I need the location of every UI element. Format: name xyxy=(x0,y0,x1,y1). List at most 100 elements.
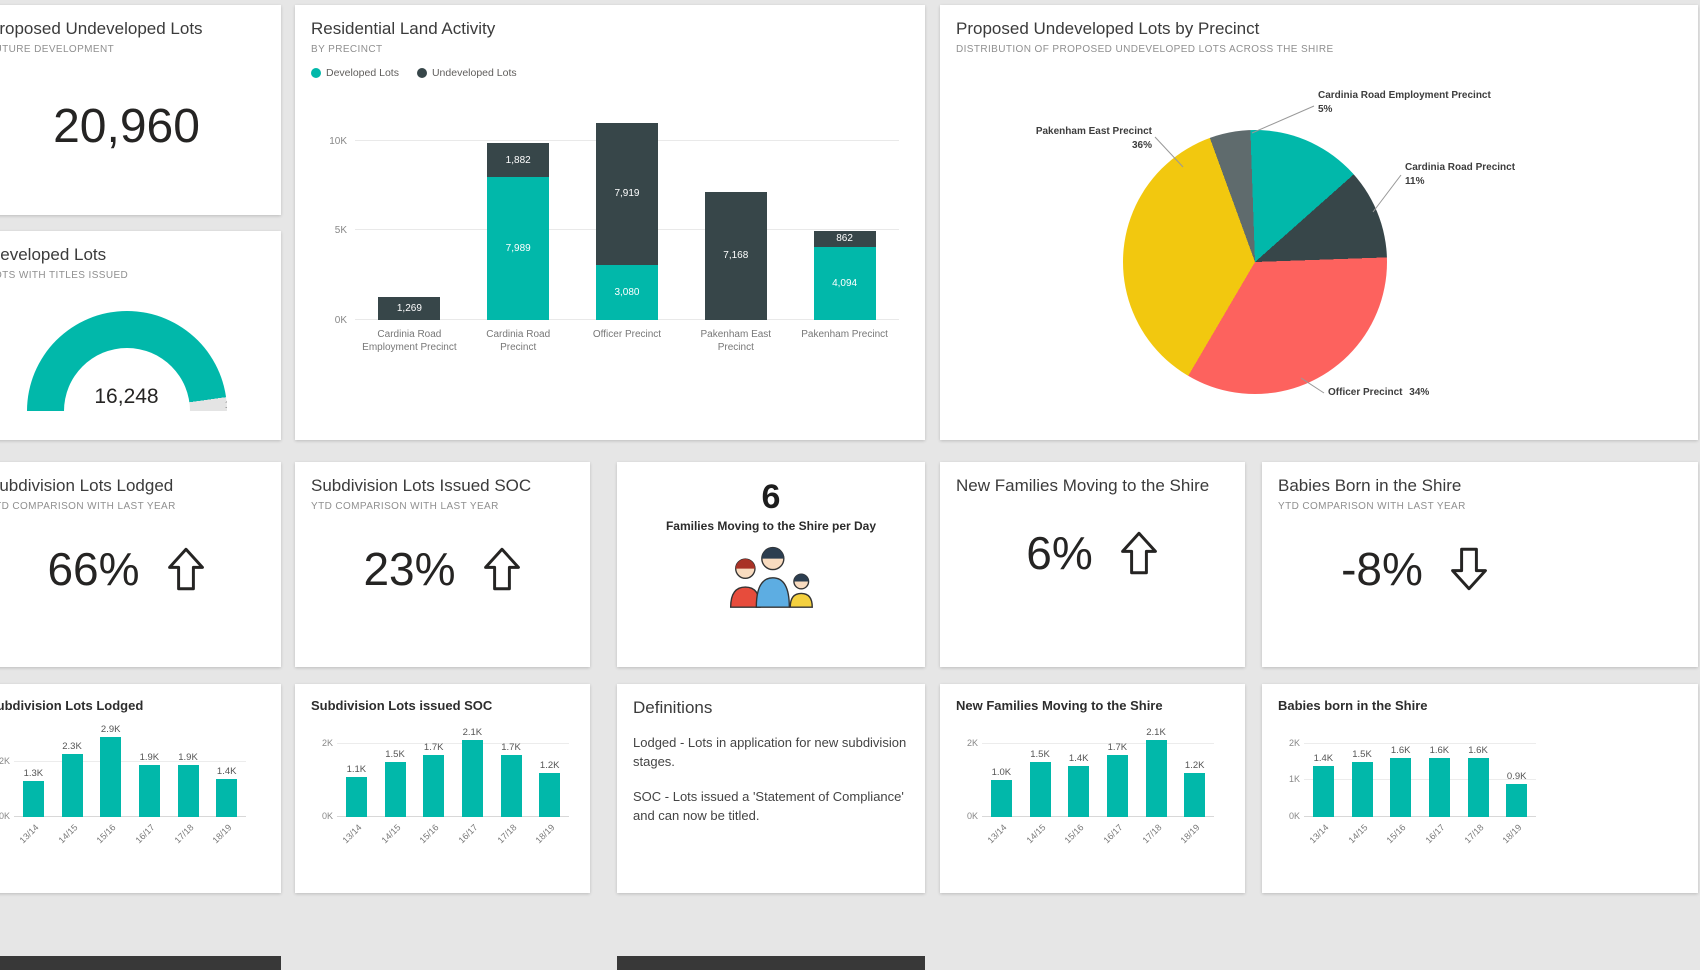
pie-callout-pakenham-east: Pakenham East Precinct 36% xyxy=(970,125,1152,153)
stacked-bar[interactable]: 862 4,094 xyxy=(813,231,876,320)
x-axis-tick: 15/16 xyxy=(94,822,118,846)
legend-item-undeveloped[interactable]: Undeveloped Lots xyxy=(416,67,517,79)
bar[interactable] xyxy=(1428,758,1450,817)
bar-value-label: 1.6K xyxy=(1429,745,1450,757)
y-axis-label: 1K xyxy=(1288,774,1300,785)
x-axis-labels: Cardinia Road Employment Precinct Cardini… xyxy=(355,328,899,354)
bar-segment[interactable]: 862 xyxy=(813,231,876,247)
gridline xyxy=(337,742,569,744)
bar[interactable] xyxy=(1390,758,1412,817)
x-axis-label: Pakenham Precinct xyxy=(801,329,888,340)
bar-value-label: 2.1K xyxy=(1146,727,1166,738)
callout-percent: 36% xyxy=(1131,140,1152,151)
x-axis-tick: 13/14 xyxy=(340,822,364,846)
card-chart-lots-issued-soc[interactable]: Subdivision Lots issued SOC 0K 2K 1.1K 1.5K… xyxy=(295,684,590,893)
card-definitions[interactable]: Definitions Lodged - Lots in application… xyxy=(617,684,925,893)
gridline xyxy=(14,761,246,762)
bar[interactable] xyxy=(1145,740,1167,817)
x-axis-tick: 15/16 xyxy=(1384,822,1408,846)
bar-value-label: 1.5K xyxy=(1030,749,1050,760)
stacked-bar[interactable]: 1,882 7,989 xyxy=(487,143,550,320)
bar[interactable] xyxy=(177,764,199,817)
bar[interactable] xyxy=(539,773,561,817)
bar[interactable] xyxy=(1467,758,1489,817)
bar[interactable] xyxy=(138,764,160,817)
card-chart-new-families[interactable]: New Families Moving to the Shire 0K 2K 1.0… xyxy=(940,684,1245,893)
x-axis-label: 17/18 xyxy=(1459,822,1498,849)
bar-slot: 1.6K xyxy=(1420,745,1459,817)
definition-lodged: Lodged - Lots in application for new sub… xyxy=(633,735,907,769)
bar-segment[interactable]: 1,882 xyxy=(487,143,550,177)
card-developed-lots[interactable]: Developed Lots LOTS WITH TITLES ISSUED 1… xyxy=(0,231,281,440)
x-axis-label: 14/15 xyxy=(53,822,92,849)
card-chart-lots-lodged[interactable]: Subdivision Lots Lodged 0K 2K 1.3K 2.3K 2.9K… xyxy=(0,684,281,893)
bar[interactable] xyxy=(1312,765,1334,817)
y-axis-label: 0K xyxy=(321,811,333,821)
x-axis-label: Officer Precinct xyxy=(592,329,662,340)
callout-percent: 5% xyxy=(1318,104,1333,115)
chart-title: Babies born in the Shire xyxy=(1278,698,1428,713)
bar-segment[interactable]: 3,080 xyxy=(595,264,658,320)
gauge-chart[interactable]: 16,248 17K xyxy=(26,311,227,411)
bar-slot: 1.9K xyxy=(130,752,169,817)
bar[interactable] xyxy=(1068,765,1090,817)
stacked-bar[interactable]: 7,919 3,080 xyxy=(595,122,658,320)
card-subtitle: YTD COMPARISON WITH LAST YEAR xyxy=(0,501,176,512)
bar[interactable] xyxy=(1506,784,1528,817)
bar-segment[interactable]: 7,989 xyxy=(487,176,550,320)
callout-label: Cardinia Road Employment Precinct xyxy=(1318,90,1491,101)
x-axis-label: Cardinia Road Employment Precinct xyxy=(362,329,457,353)
bar[interactable] xyxy=(990,780,1012,817)
bar[interactable] xyxy=(461,740,483,817)
bar[interactable] xyxy=(345,776,367,817)
legend-item-developed[interactable]: Developed Lots xyxy=(311,67,399,79)
bar-segment[interactable]: 4,094 xyxy=(813,246,876,320)
legend-label: Undeveloped Lots xyxy=(431,67,517,79)
card-chart-babies-born[interactable]: Babies born in the Shire 0K 1K 2K 1.4K 1.5K 1… xyxy=(1262,684,1698,893)
bar-chart: 0K 2K 1.0K 1.5K 1.4K 1.7K 2.1K 1.2K xyxy=(967,727,1214,821)
bar[interactable] xyxy=(1029,762,1051,817)
bar[interactable] xyxy=(384,762,406,817)
card-kpi-new-families[interactable]: New Families Moving to the Shire 6% xyxy=(940,462,1245,667)
pie-chart[interactable] xyxy=(1123,130,1387,394)
kpi-value: 66% xyxy=(47,543,140,595)
x-axis-labels: 13/14 14/15 15/16 16/17 17/18 18/19 xyxy=(1304,822,1536,849)
card-kpi-lots-lodged[interactable]: Subdivision Lots Lodged YTD COMPARISON W… xyxy=(0,462,281,667)
bar-chart: 0K 2K 1.1K 1.5K 1.7K 2.1K 1.7K 1.2K xyxy=(322,727,569,821)
x-axis-tick: 16/17 xyxy=(133,822,157,846)
bar[interactable] xyxy=(61,753,83,817)
card-proposed-undeveloped-lots[interactable]: Proposed Undeveloped Lots FUTURE DEVELOP… xyxy=(0,5,281,215)
stacked-bar[interactable]: 7,168 xyxy=(704,191,767,320)
x-axis-tick: 14/15 xyxy=(56,822,80,846)
bar-slot: 2.3K xyxy=(53,741,92,817)
bar-slot: 1.5K xyxy=(1343,749,1382,817)
callout-label: Officer Precinct xyxy=(1328,387,1403,398)
bar[interactable] xyxy=(1184,773,1206,817)
card-kpi-lots-issued-soc[interactable]: Subdivision Lots Issued SOC YTD COMPARIS… xyxy=(295,462,590,667)
bar[interactable] xyxy=(100,737,122,817)
bar[interactable] xyxy=(1106,754,1128,817)
card-residential-land-activity[interactable]: Residential Land Activity BY PRECINCT De… xyxy=(295,5,925,440)
card-undeveloped-lots-by-precinct[interactable]: Proposed Undeveloped Lots by Precinct DI… xyxy=(940,5,1698,440)
bar[interactable] xyxy=(22,781,44,817)
definitions-body: Lodged - Lots in application for new sub… xyxy=(633,734,909,825)
definition-soc: SOC - Lots issued a 'Statement of Compli… xyxy=(633,788,904,823)
x-axis-labels: 13/14 14/15 15/16 16/17 17/18 18/19 xyxy=(982,822,1214,849)
bar-segment[interactable]: 1,269 xyxy=(378,297,441,320)
down-arrow-icon xyxy=(1449,546,1489,592)
card-kpi-babies-born[interactable]: Babies Born in the Shire YTD COMPARISON … xyxy=(1262,462,1698,667)
bar-slot: 1.6K xyxy=(1459,745,1498,817)
x-axis-label: 13/14 xyxy=(1304,822,1343,849)
bar[interactable] xyxy=(1351,762,1373,817)
bar-slot: 1.7K xyxy=(1098,742,1137,817)
bar[interactable] xyxy=(423,754,445,817)
card-kpi-families-per-day[interactable]: 6 Families Moving to the Shire per Day xyxy=(617,462,925,667)
x-axis-label: 18/19 xyxy=(1497,822,1536,849)
callout-label: Cardinia Road Precinct xyxy=(1405,162,1516,173)
bar-slot: 2.1K xyxy=(1137,727,1176,817)
bar-segment[interactable]: 7,919 xyxy=(595,122,658,265)
bar[interactable] xyxy=(216,778,238,817)
bar-segment[interactable]: 7,168 xyxy=(704,191,767,320)
bar[interactable] xyxy=(500,754,522,817)
stacked-bar[interactable]: 1,269 xyxy=(378,297,441,320)
